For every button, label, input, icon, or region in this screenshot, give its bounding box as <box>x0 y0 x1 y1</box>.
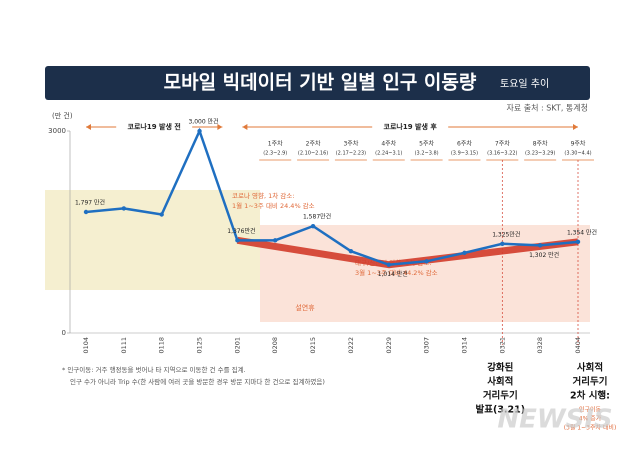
x-tick-label: 0314 <box>460 337 468 354</box>
chart-subtitle: 토요일 추이 <box>500 78 549 90</box>
value-label: 1,325만건 <box>492 230 520 238</box>
event-label: 사회적 <box>487 376 513 388</box>
week-dates: (3.16~3.22) <box>487 151 517 157</box>
title-banner <box>45 66 590 100</box>
y-tick-label: 0 <box>62 329 66 337</box>
value-label: 1,587만건 <box>303 213 331 221</box>
period-label: 코로나19 발생 후 <box>384 122 438 131</box>
annotation: 3월 1~3주 대비 44.2% 감소 <box>355 268 438 277</box>
event-sub: 인구이동 <box>579 406 602 414</box>
source: 자료 출처 : SKT, 통계청 <box>506 103 588 113</box>
value-label: 1,797 만건 <box>75 199 105 207</box>
chart-title: 모바일 빅데이터 기반 일별 인구 이동량 <box>164 72 477 94</box>
point <box>500 241 505 246</box>
point <box>83 209 89 215</box>
point <box>273 238 278 243</box>
event-label: 강화된 <box>487 362 513 374</box>
value-label: 1,376만건 <box>227 227 255 235</box>
point <box>159 212 164 217</box>
week-dates: (2.3~2.9) <box>263 151 287 157</box>
event-label: 거리두기 <box>483 390 518 402</box>
period-box <box>116 121 193 133</box>
point <box>424 259 429 264</box>
point <box>121 206 127 211</box>
watermark: NEWSIS <box>497 405 612 435</box>
value-label: 1,302 만건 <box>529 251 559 259</box>
week-label: 7주차 <box>495 140 510 148</box>
week-label: 9주차 <box>571 140 586 148</box>
x-tick-label: 0208 <box>271 337 279 354</box>
week-dates: (3.9~3.15) <box>451 151 478 157</box>
point <box>537 243 543 248</box>
x-tick-label: 0104 <box>82 337 90 354</box>
week-dates: (3.30~4.4) <box>564 151 591 157</box>
week-label: 1주차 <box>268 140 283 148</box>
point <box>462 250 467 256</box>
week-dates: (2.24~3.1) <box>375 151 402 157</box>
week-label: 6주차 <box>457 140 472 148</box>
point <box>386 262 391 267</box>
period-box <box>372 121 449 133</box>
series-line <box>85 127 579 266</box>
event-label: 2차 시행: <box>570 390 610 402</box>
y-tick-label: 3000 <box>48 127 66 135</box>
annotation: 1월 1~3주 대비 24.4% 감소 <box>232 201 315 210</box>
note: * 인구이동: 거주 행정동을 벗어나 타 지역으로 이동한 건 수를 집계. <box>62 365 246 374</box>
x-tick-label: 0328 <box>536 337 544 354</box>
x-tick-label: 0111 <box>120 337 128 354</box>
value-label: 3,000 만건 <box>188 118 218 126</box>
x-tick-label: 0307 <box>423 337 431 354</box>
value-label: 1,014 만건 <box>378 270 408 278</box>
period-label: 코로나19 발생 전 <box>128 122 181 131</box>
week-dates: (2.10~2.16) <box>298 151 328 157</box>
point <box>235 238 240 243</box>
x-tick-label: 0321 <box>498 337 506 354</box>
x-tick-label: 0201 <box>233 337 241 354</box>
holiday-label: 설연휴 <box>295 303 315 312</box>
event-sub: (3월 1~3주차 대비) <box>564 424 617 432</box>
x-tick-label: 0404 <box>574 337 582 354</box>
covid-band <box>260 225 590 322</box>
event-label: 사회적 <box>577 362 603 374</box>
point <box>348 248 354 254</box>
week-dates: (3.2~3.8) <box>415 151 439 157</box>
event-label: 거리두기 <box>573 376 608 388</box>
x-tick-label: 0125 <box>196 337 204 354</box>
event-label: 발표(3.21) <box>476 404 526 416</box>
week-label: 5주차 <box>419 140 434 148</box>
holiday-band <box>45 190 260 290</box>
annotation: 코로나 영향, 1차 감소: <box>232 191 294 200</box>
y-unit: (만 건) <box>52 111 73 120</box>
x-tick-label: 0229 <box>385 337 393 354</box>
x-tick-label: 0222 <box>347 337 355 354</box>
value-label: 1,354 만건 <box>567 228 597 236</box>
note: 인구 수가 아니라 Trip 수(한 사람에 여러 곳을 방문한 경우 방문 지… <box>70 377 325 386</box>
x-tick-label: 0215 <box>309 337 317 354</box>
week-dates: (3.23~3.29) <box>525 151 555 157</box>
week-label: 4주차 <box>381 140 396 148</box>
week-label: 8주차 <box>533 140 548 148</box>
point <box>197 128 202 134</box>
week-label: 2주차 <box>306 140 321 148</box>
x-tick-label: 0118 <box>158 337 166 354</box>
week-dates: (2.17~2.23) <box>336 151 366 157</box>
week-label: 3주차 <box>343 140 358 148</box>
event-sub: 4% 증가 <box>579 415 602 423</box>
point <box>575 239 581 245</box>
point <box>310 223 316 229</box>
